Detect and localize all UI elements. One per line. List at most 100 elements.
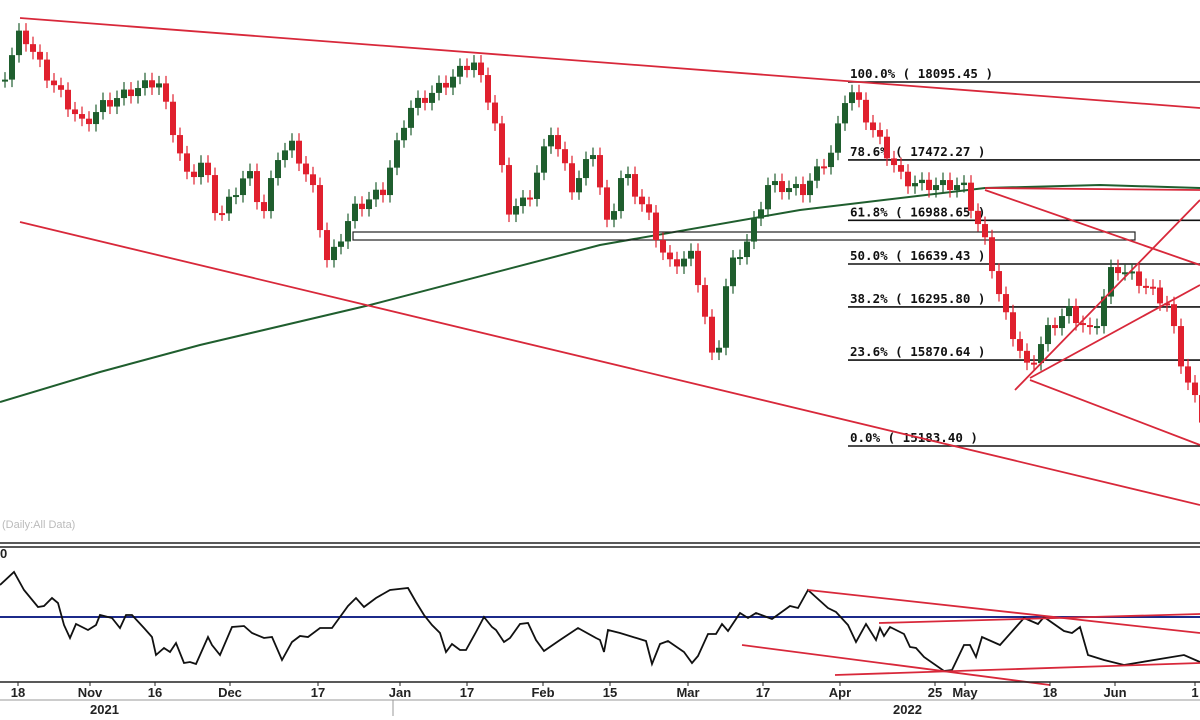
x-tick-label: Nov bbox=[78, 685, 103, 700]
candle-down bbox=[1171, 304, 1177, 327]
candle-down bbox=[212, 175, 218, 214]
candle-up bbox=[331, 246, 337, 261]
candle-down bbox=[891, 158, 897, 166]
candle-up bbox=[716, 347, 722, 353]
candle-up bbox=[933, 185, 939, 191]
candle-down bbox=[30, 44, 36, 52]
candle-up bbox=[233, 195, 239, 198]
candle-up bbox=[1059, 316, 1065, 329]
fib-level-label: 61.8% ( 16988.65 ) bbox=[850, 204, 985, 219]
candle-down bbox=[926, 179, 932, 191]
candle-down bbox=[870, 122, 876, 131]
candle-down bbox=[709, 316, 715, 353]
x-tick-label: 15 bbox=[603, 685, 617, 700]
candle-up bbox=[828, 152, 834, 168]
candle-down bbox=[51, 80, 57, 86]
candle-up bbox=[786, 188, 792, 193]
x-tick-label: 17 bbox=[756, 685, 770, 700]
year-label-2021: 2021 bbox=[90, 702, 119, 717]
channel-line bbox=[984, 187, 1200, 191]
x-tick-label: 25 bbox=[928, 685, 942, 700]
candle-down bbox=[877, 130, 883, 137]
candle-up bbox=[611, 211, 617, 220]
candle-down bbox=[695, 250, 701, 286]
candle-up bbox=[849, 92, 855, 104]
x-tick-label: Mar bbox=[676, 685, 699, 700]
candle-up bbox=[408, 107, 414, 128]
candle-up bbox=[268, 178, 274, 212]
candle-down bbox=[1010, 312, 1016, 340]
candle-down bbox=[254, 171, 260, 203]
candle-down bbox=[37, 51, 43, 60]
candle-up bbox=[590, 155, 596, 160]
channel-line bbox=[984, 189, 1200, 266]
candle-up bbox=[681, 258, 687, 267]
candle-down bbox=[1178, 326, 1184, 367]
candle-down bbox=[674, 259, 680, 267]
candle-up bbox=[912, 183, 918, 187]
candle-down bbox=[569, 163, 575, 193]
candle-down bbox=[163, 83, 169, 102]
indicator-line bbox=[0, 570, 1200, 672]
candle-up bbox=[93, 112, 99, 125]
x-tick-label: 17 bbox=[311, 685, 325, 700]
support-zone bbox=[352, 231, 1136, 241]
candle-down bbox=[1143, 285, 1149, 288]
candle-down bbox=[1192, 382, 1198, 396]
data-range-note: (Daily:All Data) bbox=[2, 519, 75, 531]
candle-down bbox=[492, 102, 498, 124]
candle-down bbox=[359, 203, 365, 210]
candle-up bbox=[807, 180, 813, 196]
candle-up bbox=[765, 185, 771, 210]
candle-up bbox=[9, 55, 15, 80]
candle-up bbox=[387, 167, 393, 196]
candle-up bbox=[758, 209, 764, 219]
fib-level-label: 0.0% ( 15183.40 ) bbox=[850, 430, 978, 445]
candle-down bbox=[72, 109, 78, 115]
candle-up bbox=[793, 184, 799, 189]
indicator-trendline bbox=[834, 662, 1200, 676]
candle-up bbox=[345, 221, 351, 242]
candle-up bbox=[401, 127, 407, 141]
candle-up bbox=[275, 160, 281, 179]
candle-down bbox=[499, 123, 505, 166]
candle-down bbox=[800, 184, 806, 196]
candle-up bbox=[366, 199, 372, 210]
candle-down bbox=[702, 285, 708, 317]
candle-down bbox=[821, 166, 827, 169]
candle-down bbox=[443, 82, 449, 88]
indicator-trendline bbox=[741, 644, 1051, 686]
candle-up bbox=[1108, 267, 1114, 297]
candle-up bbox=[772, 181, 778, 186]
candle-up bbox=[1066, 306, 1072, 317]
fib-level-label: 50.0% ( 16639.43 ) bbox=[850, 248, 985, 263]
channel-line bbox=[1014, 199, 1200, 391]
candle-up bbox=[471, 62, 477, 71]
candle-down bbox=[863, 99, 869, 123]
candle-up bbox=[737, 257, 743, 260]
candle-up bbox=[814, 166, 820, 181]
candle-down bbox=[1164, 303, 1170, 306]
candle-up bbox=[520, 197, 526, 207]
candle-down bbox=[478, 62, 484, 76]
candle-down bbox=[1185, 366, 1191, 383]
x-tick-label: Dec bbox=[218, 685, 242, 700]
candle-down bbox=[205, 162, 211, 176]
candle-up bbox=[688, 250, 694, 259]
candle-up bbox=[513, 206, 519, 215]
x-tick-label: 16 bbox=[148, 685, 162, 700]
candle-down bbox=[1150, 286, 1156, 289]
candle-down bbox=[324, 230, 330, 261]
fib-level-label: 100.0% ( 18095.45 ) bbox=[850, 66, 993, 81]
candle-up bbox=[954, 185, 960, 191]
candle-up bbox=[198, 162, 204, 178]
candle-up bbox=[338, 241, 344, 247]
x-tick-label: Apr bbox=[829, 685, 851, 700]
candle-down bbox=[23, 30, 29, 45]
indicator-top-label: 0 bbox=[0, 546, 7, 561]
candle-up bbox=[135, 88, 141, 97]
candle-down bbox=[1017, 339, 1023, 351]
candle-up bbox=[835, 123, 841, 153]
candle-up bbox=[751, 218, 757, 242]
